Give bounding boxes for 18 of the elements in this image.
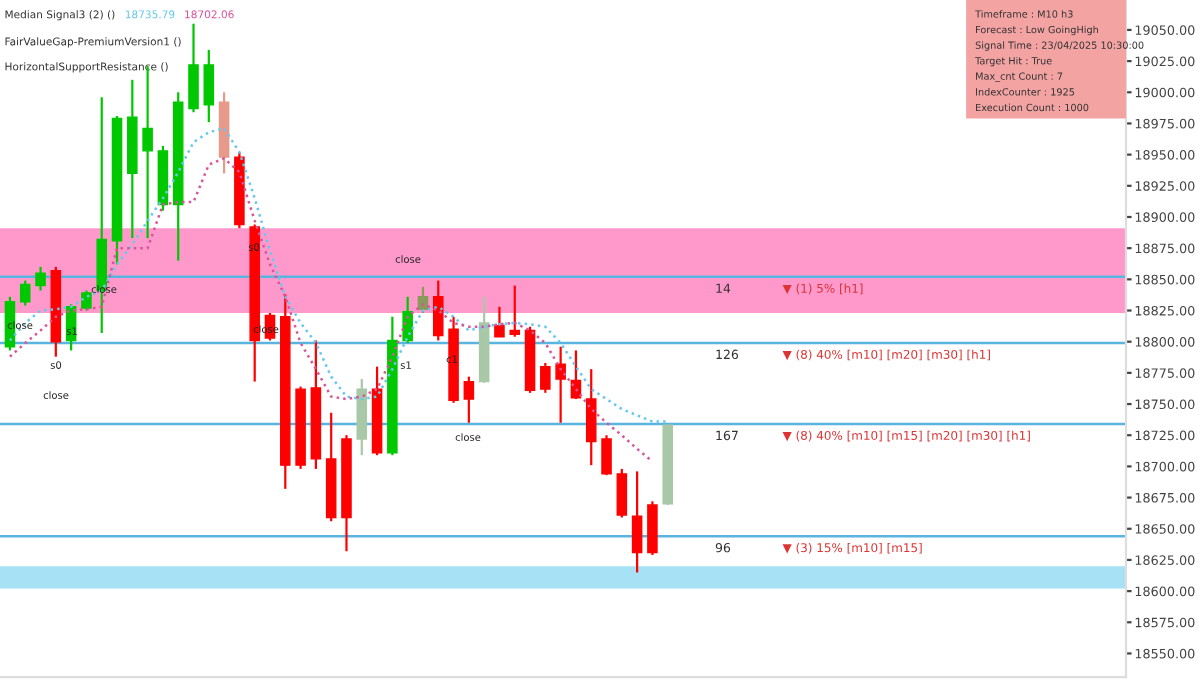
candlestick xyxy=(432,279,444,342)
candlestick xyxy=(35,265,46,292)
candlestick xyxy=(188,22,199,114)
candlestick xyxy=(19,279,31,307)
candlestick xyxy=(463,375,475,424)
candlestick xyxy=(631,470,643,574)
candlestick xyxy=(402,295,413,345)
candlestick xyxy=(585,368,597,467)
candlestick xyxy=(647,500,658,557)
candlestick xyxy=(203,48,215,124)
candlestick xyxy=(509,284,521,338)
line-series xyxy=(8,157,654,463)
candlestick xyxy=(81,289,92,312)
candlestick xyxy=(616,467,628,519)
candlestick xyxy=(494,305,505,338)
candlestick xyxy=(555,345,566,424)
candlestick xyxy=(540,361,551,394)
candlestick xyxy=(601,434,612,477)
